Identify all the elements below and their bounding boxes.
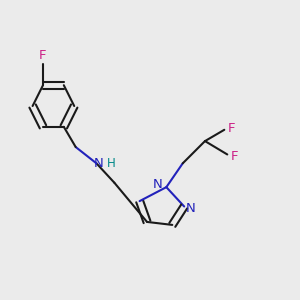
Text: N: N — [186, 202, 196, 215]
Text: F: F — [39, 49, 47, 62]
Text: N: N — [94, 158, 104, 170]
Text: H: H — [106, 158, 115, 170]
Text: N: N — [153, 178, 163, 191]
Text: F: F — [228, 122, 236, 135]
Text: F: F — [231, 150, 238, 163]
